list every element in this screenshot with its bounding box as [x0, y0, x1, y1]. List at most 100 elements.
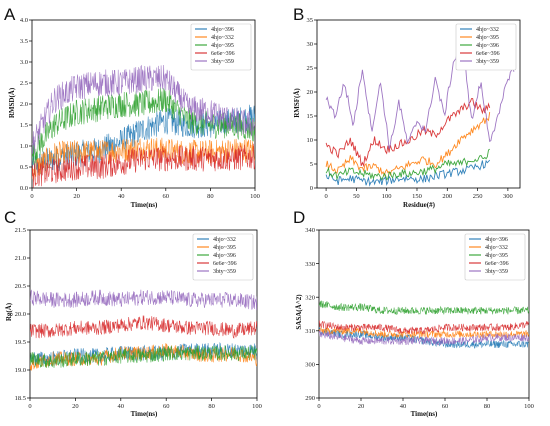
- panel-c-ylabel: Rg(Å): [5, 302, 13, 321]
- x-tick-label: 0: [324, 193, 327, 200]
- y-tick-label: 3.5: [20, 38, 28, 45]
- y-tick-label: 20.0: [15, 311, 26, 318]
- panel-b-xlabel: Residue(#): [403, 201, 436, 209]
- y-tick-label: 0.0: [20, 185, 28, 192]
- legend-entry: 3bty~359: [213, 269, 236, 275]
- x-tick-label: 100: [382, 193, 392, 200]
- y-tick-label: 20: [307, 89, 314, 96]
- x-tick-label: 20: [72, 403, 79, 410]
- x-tick-label: 50: [353, 193, 360, 200]
- series-line-4hjo~396: [325, 148, 490, 181]
- y-tick-label: 320: [305, 294, 315, 301]
- legend-entry: 6e6e~396: [485, 261, 509, 267]
- legend: [455, 23, 517, 71]
- y-tick-label: 10: [307, 137, 314, 144]
- y-tick-label: 340: [305, 227, 315, 234]
- panel-b-ylabel: RMSF(Å): [293, 88, 301, 118]
- y-tick-label: 15: [307, 113, 314, 120]
- panel-c: C 0 20 40 60 80 100 18.5 19.0 19.5 20.0 20.5 21.0 21…: [4, 208, 262, 418]
- series-line-6e6e~396: [325, 98, 491, 168]
- axes-frame: [316, 19, 521, 189]
- panel-d-ylabel: SASA(Å^2): [295, 294, 303, 330]
- panel-d-label: D: [293, 208, 305, 227]
- x-tick-label: 300: [503, 193, 513, 200]
- y-tick-label: 310: [305, 328, 315, 335]
- y-tick-label: 300: [305, 362, 315, 369]
- panel-a-label: A: [4, 5, 16, 24]
- panel-b-label: B: [293, 5, 304, 24]
- y-tick-label: 3.0: [20, 59, 28, 66]
- x-tick-label: 40: [118, 403, 125, 410]
- legend-entry: 4hjo~396: [211, 27, 234, 33]
- panel-c-label: C: [4, 208, 16, 227]
- series-line-3bty~359: [32, 64, 255, 155]
- x-tick-label: 0: [317, 403, 320, 410]
- legend-entry: 6e6e~396: [211, 51, 235, 57]
- series-line-4hjo~395: [325, 111, 491, 177]
- panel-b: B 0 50 100 150 200 250 300 0 5 10 15 20 25 30 35 4hjo~3…: [293, 5, 521, 209]
- panel-d: D 0 20 40 60 80 100 290 300 310 320 330 340 4hjo~396…: [293, 208, 534, 418]
- x-tick-label: 150: [412, 193, 422, 200]
- y-tick-label: 1.0: [20, 143, 28, 150]
- x-tick-label: 0: [30, 193, 33, 200]
- panel-d-plot: 0 20 40 60 80 100 290 300 310 320 330 340 4hjo~396 4h…: [305, 227, 534, 410]
- x-tick-label: 20: [358, 403, 365, 410]
- legend: [464, 233, 526, 281]
- x-tick-label: 80: [207, 193, 214, 200]
- series-line-4hjo~395: [319, 300, 529, 315]
- series-line-4hjo~396: [30, 345, 257, 369]
- series-line-6e6e~396: [30, 315, 257, 339]
- x-tick-label: 20: [73, 193, 80, 200]
- y-tick-label: 330: [305, 261, 315, 268]
- legend-entry: 3bty~359: [476, 59, 499, 65]
- y-tick-label: 0.5: [20, 164, 28, 171]
- panel-a-plot: 0 20 40 60 80 100 0.0 0.5 1.0 1.5 2.0 2.5 3.0 3.5 4.0 4…: [20, 17, 260, 200]
- series-line-3bty~359: [325, 37, 515, 150]
- y-tick-label: 19.5: [15, 339, 26, 346]
- y-tick-label: 21.0: [15, 255, 26, 262]
- panel-d-xlabel: Time(ns): [411, 410, 438, 418]
- legend-entry: 4hjo~396: [213, 253, 236, 259]
- x-tick-label: 60: [163, 403, 170, 410]
- y-tick-label: 1.5: [20, 122, 28, 129]
- legend-entry: 4hjo~395: [213, 245, 236, 251]
- legend-entry: 4hjo~395: [211, 43, 234, 49]
- y-tick-label: 0: [310, 185, 313, 192]
- y-tick-label: 4.0: [20, 17, 28, 24]
- x-tick-label: 200: [442, 193, 452, 200]
- legend: [190, 23, 252, 71]
- panel-c-xlabel: Time(ns): [131, 410, 158, 418]
- axes-frame: [318, 229, 530, 399]
- x-tick-label: 60: [163, 193, 170, 200]
- legend-entry: 6e6e~396: [213, 261, 237, 267]
- x-tick-label: 80: [208, 403, 215, 410]
- x-tick-label: 100: [524, 403, 534, 410]
- y-tick-label: 2.5: [20, 80, 28, 87]
- legend-entry: 4hjo~396: [485, 237, 508, 243]
- y-tick-label: 5: [310, 161, 313, 168]
- panel-b-plot: 0 50 100 150 200 250 300 0 5 10 15 20 25 30 35 4hjo~332…: [307, 17, 521, 200]
- x-tick-label: 40: [400, 403, 407, 410]
- y-tick-label: 2.0: [20, 101, 28, 108]
- legend-entry: 4hjo~395: [485, 253, 508, 259]
- x-tick-label: 40: [118, 193, 125, 200]
- y-tick-label: 25: [307, 65, 314, 72]
- y-tick-label: 30: [307, 41, 314, 48]
- y-tick-label: 21.5: [15, 227, 26, 234]
- y-tick-label: 20.5: [15, 283, 26, 290]
- series-line-3bty~359: [30, 289, 257, 311]
- legend-entry: 3bty~359: [211, 59, 234, 65]
- x-tick-label: 100: [252, 403, 262, 410]
- series-line-4hjo~332: [325, 159, 491, 187]
- y-tick-label: 18.5: [15, 395, 26, 402]
- series-line-3bty~359: [319, 330, 529, 346]
- x-tick-label: 100: [250, 193, 260, 200]
- panel-c-plot: 0 20 40 60 80 100 18.5 19.0 19.5 20.0 20.5 21.0 21.5…: [15, 227, 262, 410]
- legend: [192, 233, 254, 281]
- legend-entry: 4hjo~332: [213, 237, 236, 243]
- y-tick-label: 19.0: [15, 367, 26, 374]
- y-tick-label: 290: [305, 395, 315, 402]
- legend-entry: 4hjo~395: [476, 35, 499, 41]
- panel-a: A 0 20 40 60 80 100 0.0 0.5 1.0 1.5 2.0 2.5 3.0 3.5 4.…: [4, 5, 260, 209]
